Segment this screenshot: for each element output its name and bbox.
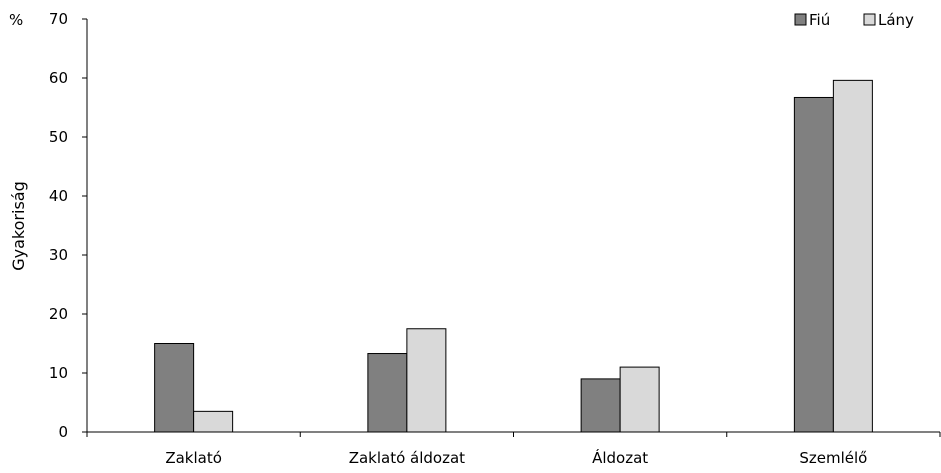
bar-fiú (367, 353, 408, 433)
legend-label: Fiú (809, 11, 830, 29)
x-category-label: Szemlélő (799, 449, 867, 467)
legend-swatch (863, 13, 876, 26)
bar-fiú (154, 343, 195, 433)
y-tick-label: 40 (49, 187, 68, 205)
x-category-label: Zaklató áldozat (349, 449, 465, 467)
y-tick-label: 30 (49, 246, 68, 264)
x-category-label: Zaklató (165, 449, 222, 467)
legend-swatch (794, 13, 807, 26)
bar-lány (193, 410, 234, 433)
y-axis-title: Gyakoriság (9, 181, 28, 270)
bar-fiú (580, 378, 621, 433)
y-tick-label: 20 (49, 305, 68, 323)
y-tick-label: 60 (49, 69, 68, 87)
bars (154, 79, 873, 433)
bar-lány (406, 328, 447, 433)
bar-fiú (793, 96, 834, 433)
y-tick-label: 10 (49, 364, 68, 382)
y-unit-label: % (9, 11, 23, 29)
y-tick-label: 50 (49, 128, 68, 146)
bar-lány (619, 366, 660, 433)
y-tick-label: 70 (49, 10, 68, 28)
bar-lány (832, 79, 873, 433)
x-category-label: Áldozat (592, 448, 648, 467)
legend-label: Lány (878, 11, 914, 29)
y-tick-label: 0 (58, 423, 68, 441)
axes: 0 10 20 30 40 50 60 70 Zaklató Zaklató áldozat Áld… (49, 10, 941, 467)
legend: Fiú Lány (794, 11, 914, 29)
